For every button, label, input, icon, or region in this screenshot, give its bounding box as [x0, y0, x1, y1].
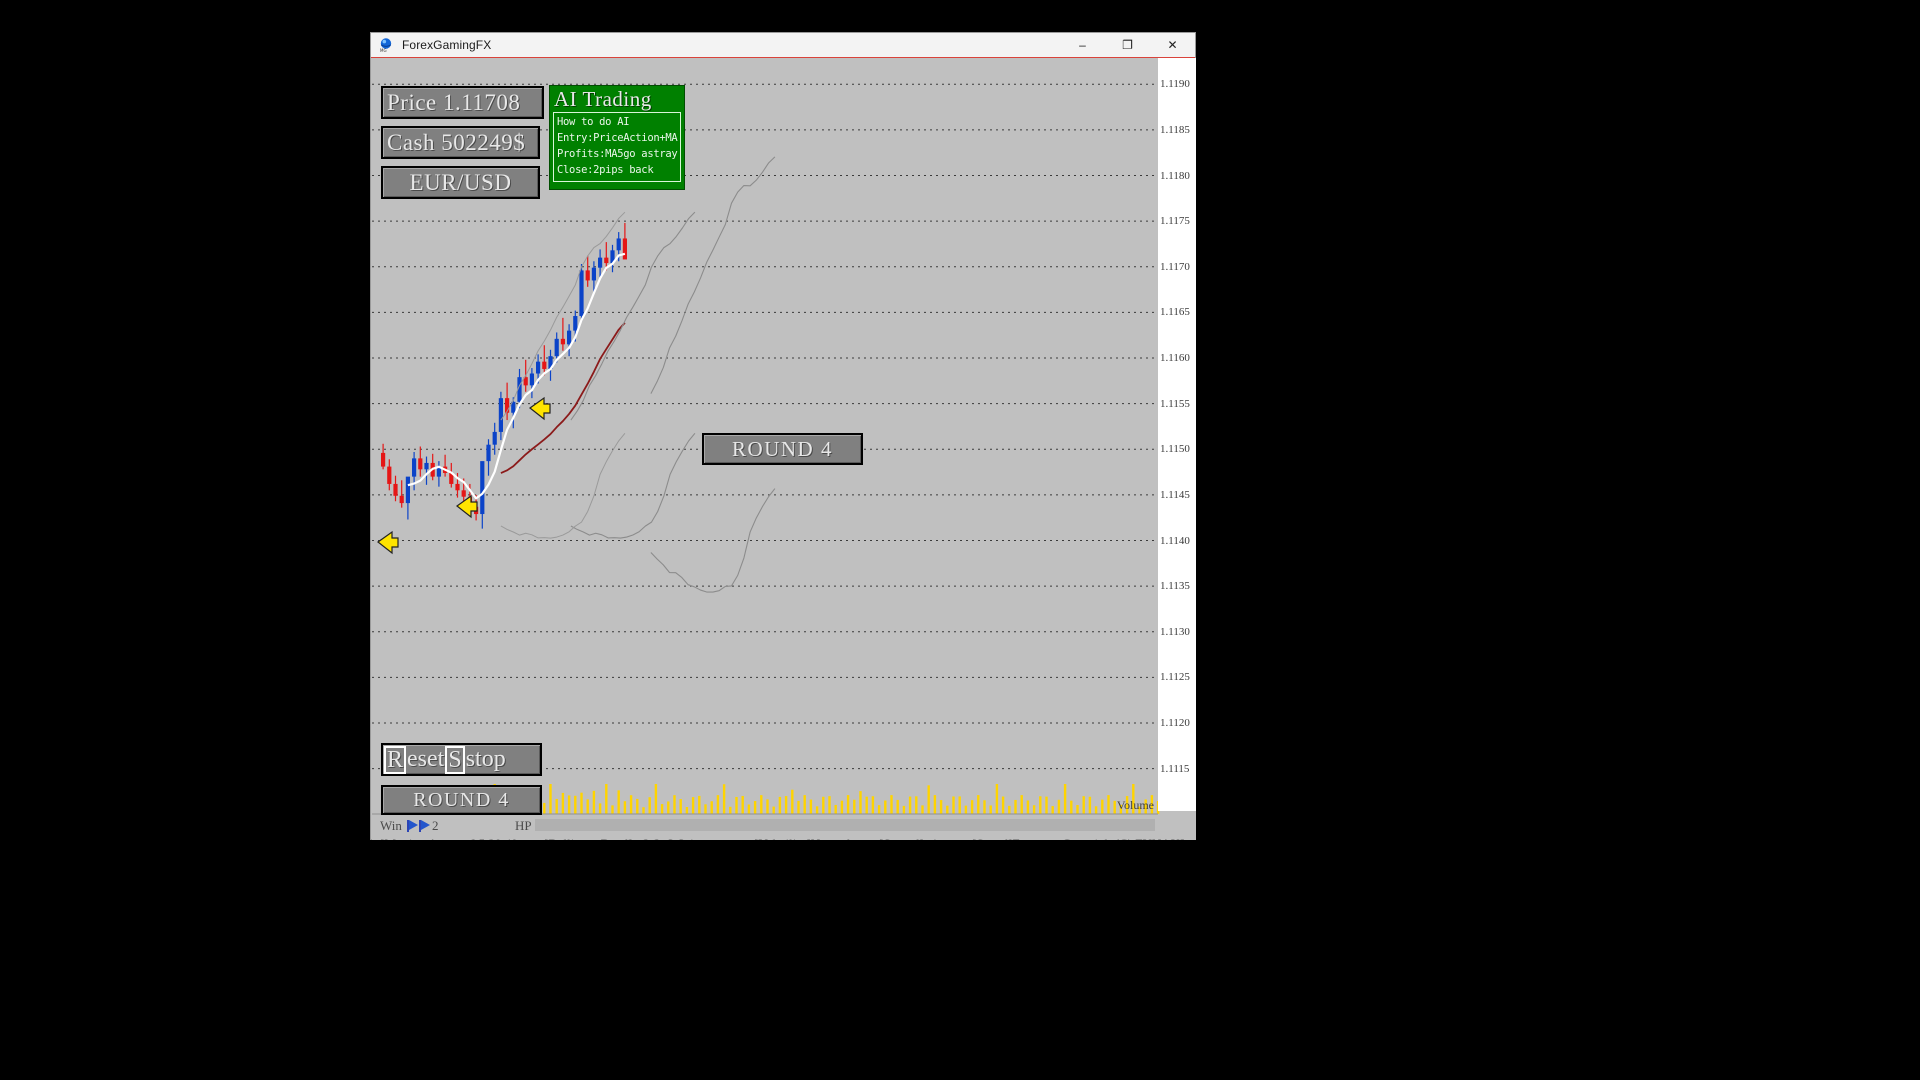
- flag-icon: [407, 820, 418, 832]
- app-window: MG ForexGamingFX – ❐ ✕ 1.1190 1.1185 1.118…: [370, 32, 1196, 840]
- price-axis-tick: 1.1190: [1160, 78, 1190, 91]
- status-bar: [Moving Average] 5,20,40 [Bollinger Band…: [372, 836, 1196, 840]
- flag-icon: [419, 820, 430, 832]
- win-flags: [407, 820, 430, 832]
- ai-trading-tips: How to do AI Entry:PriceAction+MA Profit…: [553, 112, 681, 182]
- price-axis-tick: 1.1135: [1160, 580, 1190, 593]
- stop-label: stop: [465, 746, 506, 772]
- ai-tip-line: Close:2pips back: [557, 164, 654, 176]
- price-axis-tick: 1.1130: [1160, 625, 1190, 638]
- status-copyright: Copyright(C) FUNAKI.: [1062, 836, 1188, 840]
- status-bollinger-band: [Bollinger Band] +2-2+3-3sigma: [544, 836, 716, 840]
- price-axis-tick: 1.1160: [1160, 352, 1190, 364]
- win-hp-row: Win 2 HP: [372, 818, 1196, 834]
- ai-trading-title: AI Trading: [554, 87, 652, 111]
- ai-tip-line: Entry:PriceAction+MA: [557, 132, 678, 144]
- window-title: ForexGamingFX: [402, 38, 492, 52]
- round-indicator-bottom-text: ROUND 4: [413, 788, 510, 811]
- status-speed: [Speed]Fast: [972, 836, 1034, 840]
- price-axis-tick: 1.1115: [1160, 762, 1190, 775]
- win-label: Win: [380, 818, 402, 833]
- trade-marker-icon: [376, 530, 399, 555]
- ai-trading-panel: AI Trading How to do AI Entry:PriceActio…: [549, 85, 685, 190]
- price-axis-tick: 1.1180: [1160, 169, 1190, 182]
- trade-marker-icon: [528, 396, 551, 421]
- volume-axis-label: Volume: [1116, 798, 1154, 812]
- price-axis-tick: 1.1185: [1160, 123, 1190, 136]
- app-globe-icon: MG: [378, 37, 394, 53]
- status-moving-average: [Moving Average] 5,20,40: [380, 836, 518, 840]
- price-axis-tick: 1.1125: [1160, 671, 1190, 684]
- price-axis-tick: 1.1155: [1160, 397, 1190, 410]
- restore-button[interactable]: ❐: [1122, 38, 1133, 52]
- price-axis-tick: 1.1145: [1160, 488, 1190, 501]
- reset-key-cap[interactable]: R: [384, 745, 407, 774]
- cash-display-text: Cash 502249$: [387, 129, 526, 155]
- trade-marker-icon: [455, 494, 478, 519]
- price-axis-tick: 1.1165: [1160, 306, 1190, 319]
- currency-pair-button[interactable]: EUR/USD: [381, 166, 540, 199]
- status-volatility: [Volatility]Normal: [754, 836, 851, 840]
- price-axis-tick: 1.1175: [1160, 215, 1190, 228]
- close-button[interactable]: ✕: [1167, 38, 1178, 52]
- title-bar: MG ForexGamingFX – ❐ ✕: [371, 33, 1195, 58]
- status-spread: [Spread] .4: [879, 836, 937, 840]
- ai-tip-line: Profits:MA5go astray: [557, 148, 678, 160]
- svg-text:MG: MG: [380, 48, 387, 53]
- price-display-text: Price 1.11708: [387, 89, 521, 115]
- price-axis-tick: 1.1170: [1160, 260, 1190, 273]
- round-indicator-bottom: ROUND 4: [381, 785, 542, 815]
- price-axis-tick: 1.1140: [1160, 534, 1190, 547]
- hp-label: HP: [515, 818, 532, 833]
- ai-tip-line: How to do AI: [557, 116, 630, 128]
- reset-label: eset: [407, 746, 445, 772]
- win-count: 2: [432, 818, 439, 833]
- round-indicator-chart: ROUND 4: [702, 433, 863, 465]
- minimize-button[interactable]: –: [1079, 38, 1086, 52]
- chart-area: 1.1190 1.1185 1.1180 1.1175 1.1170 1.1165 1.11…: [372, 58, 1196, 840]
- window-controls: – ❐ ✕: [1060, 33, 1195, 57]
- cash-display: Cash 502249$: [381, 126, 540, 159]
- price-axis-tick: 1.1150: [1160, 443, 1190, 456]
- hp-bar: [535, 819, 1155, 831]
- round-indicator-chart-text: ROUND 4: [732, 436, 833, 461]
- price-axis: 1.1190 1.1185 1.1180 1.1175 1.1170 1.1165 1.11…: [1158, 58, 1196, 811]
- stop-key-cap[interactable]: S: [445, 745, 465, 774]
- price-axis-tick: 1.1120: [1160, 717, 1190, 729]
- currency-pair-text: EUR/USD: [409, 169, 512, 195]
- price-display: Price 1.11708: [381, 86, 544, 119]
